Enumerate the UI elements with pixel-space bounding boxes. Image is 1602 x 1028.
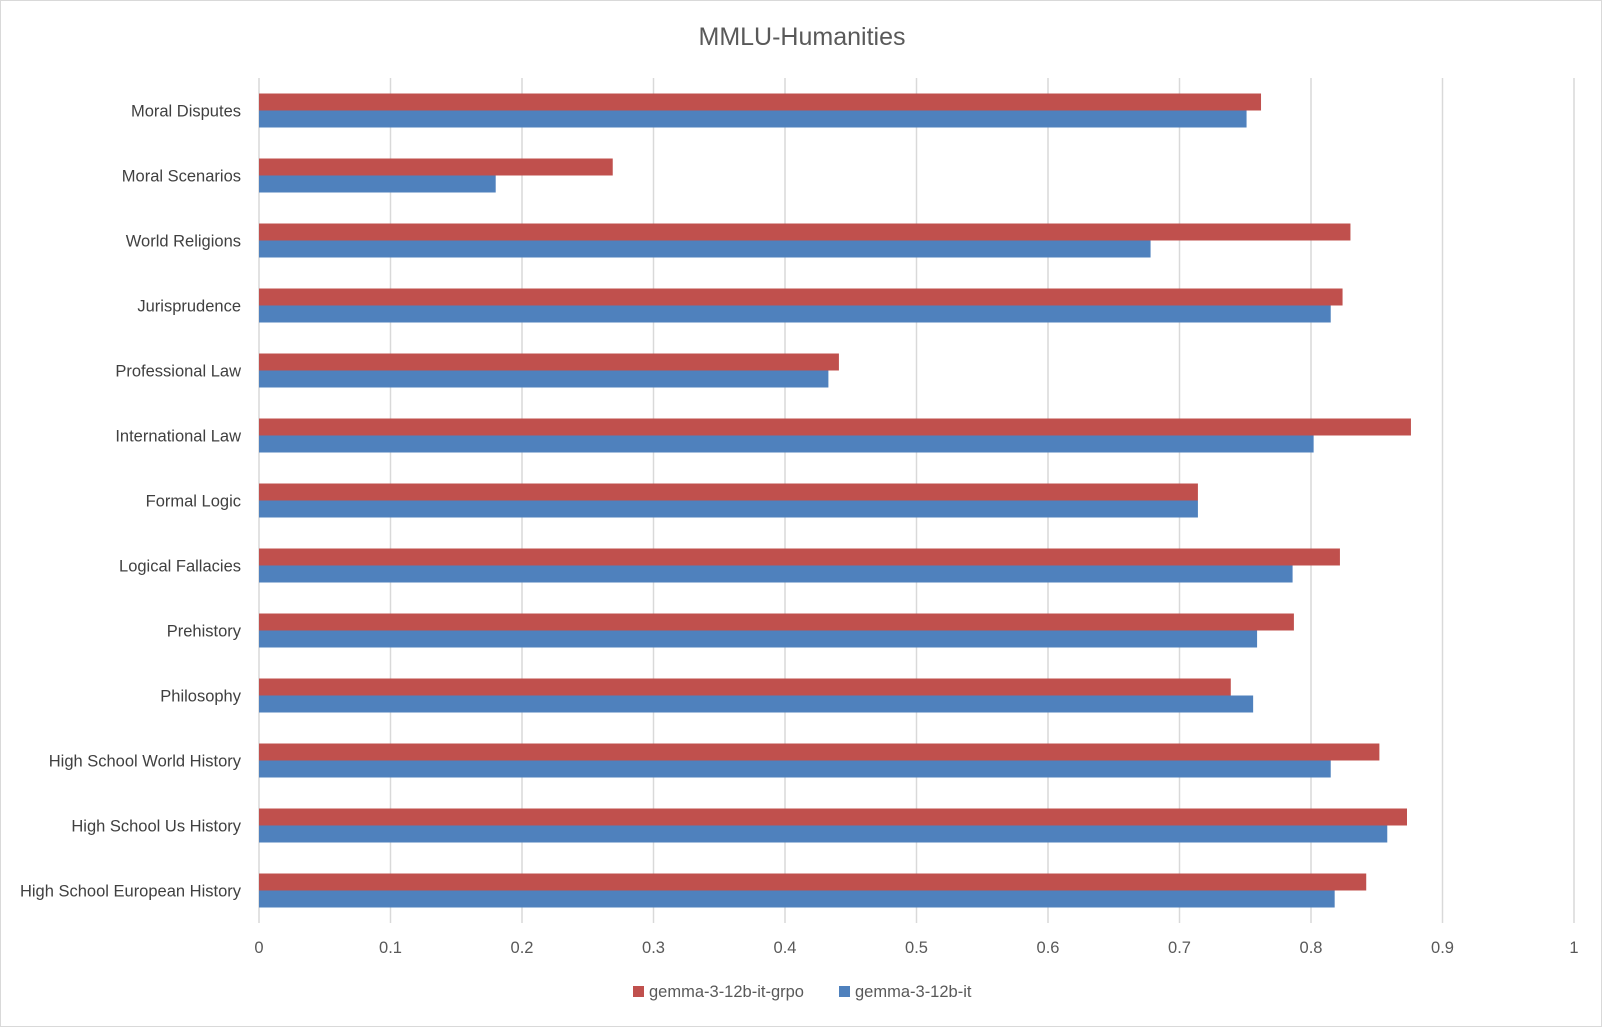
bar-base [259,565,1293,583]
bar-grpo [259,548,1340,566]
bar-base [259,890,1335,908]
category-label: High School World History [49,753,242,771]
x-tick-label: 1 [1569,939,1578,957]
bar-grpo [259,158,613,176]
bar-grpo [259,288,1343,306]
category-label: Moral Scenarios [122,168,241,186]
category-label: Jurisprudence [137,298,241,316]
x-tick-label: 0 [254,939,263,957]
legend-label: gemma-3-12b-it [855,983,972,1001]
bar-grpo [259,483,1198,501]
legend-swatch [633,986,644,997]
legend-swatch [839,986,850,997]
category-label: Professional Law [115,363,241,381]
bar-base [259,695,1254,713]
bar-grpo [259,743,1380,761]
bar-base [259,370,829,388]
category-label: High School Us History [71,818,241,836]
category-label: Moral Disputes [131,103,241,121]
x-tick-label: 0.7 [1168,939,1191,957]
bar-grpo [259,678,1231,696]
bar-base [259,240,1151,258]
x-tick-label: 0.6 [1037,939,1060,957]
bar-base [259,500,1198,518]
category-label: Philosophy [160,688,241,706]
category-label: Formal Logic [146,493,241,511]
bar-grpo [259,808,1407,826]
x-axis-tick-labels: 0 0.1 0.2 0.3 0.4 0.5 0.6 0.7 0.8 0.9 1 [254,939,1578,957]
bar-grpo [259,353,839,371]
category-label: High School European History [20,883,242,901]
bar-grpo [259,873,1367,891]
x-tick-label: 0.3 [642,939,665,957]
x-tick-label: 0.2 [511,939,534,957]
bar-base [259,760,1331,778]
bars [259,93,1411,908]
bar-grpo [259,613,1294,631]
bar-base [259,825,1388,843]
bar-base [259,110,1247,128]
bar-base [259,175,496,193]
x-tick-label: 0.9 [1431,939,1454,957]
bar-base [259,435,1314,453]
bar-grpo [259,223,1351,241]
x-tick-label: 0.4 [774,939,797,957]
x-tick-label: 0.5 [905,939,928,957]
bar-grpo [259,93,1262,111]
x-tick-label: 0.1 [379,939,402,957]
category-label: Prehistory [167,623,242,641]
category-label: World Religions [126,233,241,251]
category-labels: Moral Disputes Moral Scenarios World Relig… [20,103,242,901]
bar-grpo [259,418,1411,436]
chart-title: MMLU-Humanities [699,23,906,51]
bar-base [259,630,1258,648]
legend: gemma-3-12b-it-grpo gemma-3-12b-it [633,983,972,1001]
category-label: International Law [115,428,241,446]
bar-base [259,305,1331,323]
x-tick-label: 0.8 [1300,939,1323,957]
category-label: Logical Fallacies [119,558,241,576]
legend-label: gemma-3-12b-it-grpo [649,983,804,1001]
